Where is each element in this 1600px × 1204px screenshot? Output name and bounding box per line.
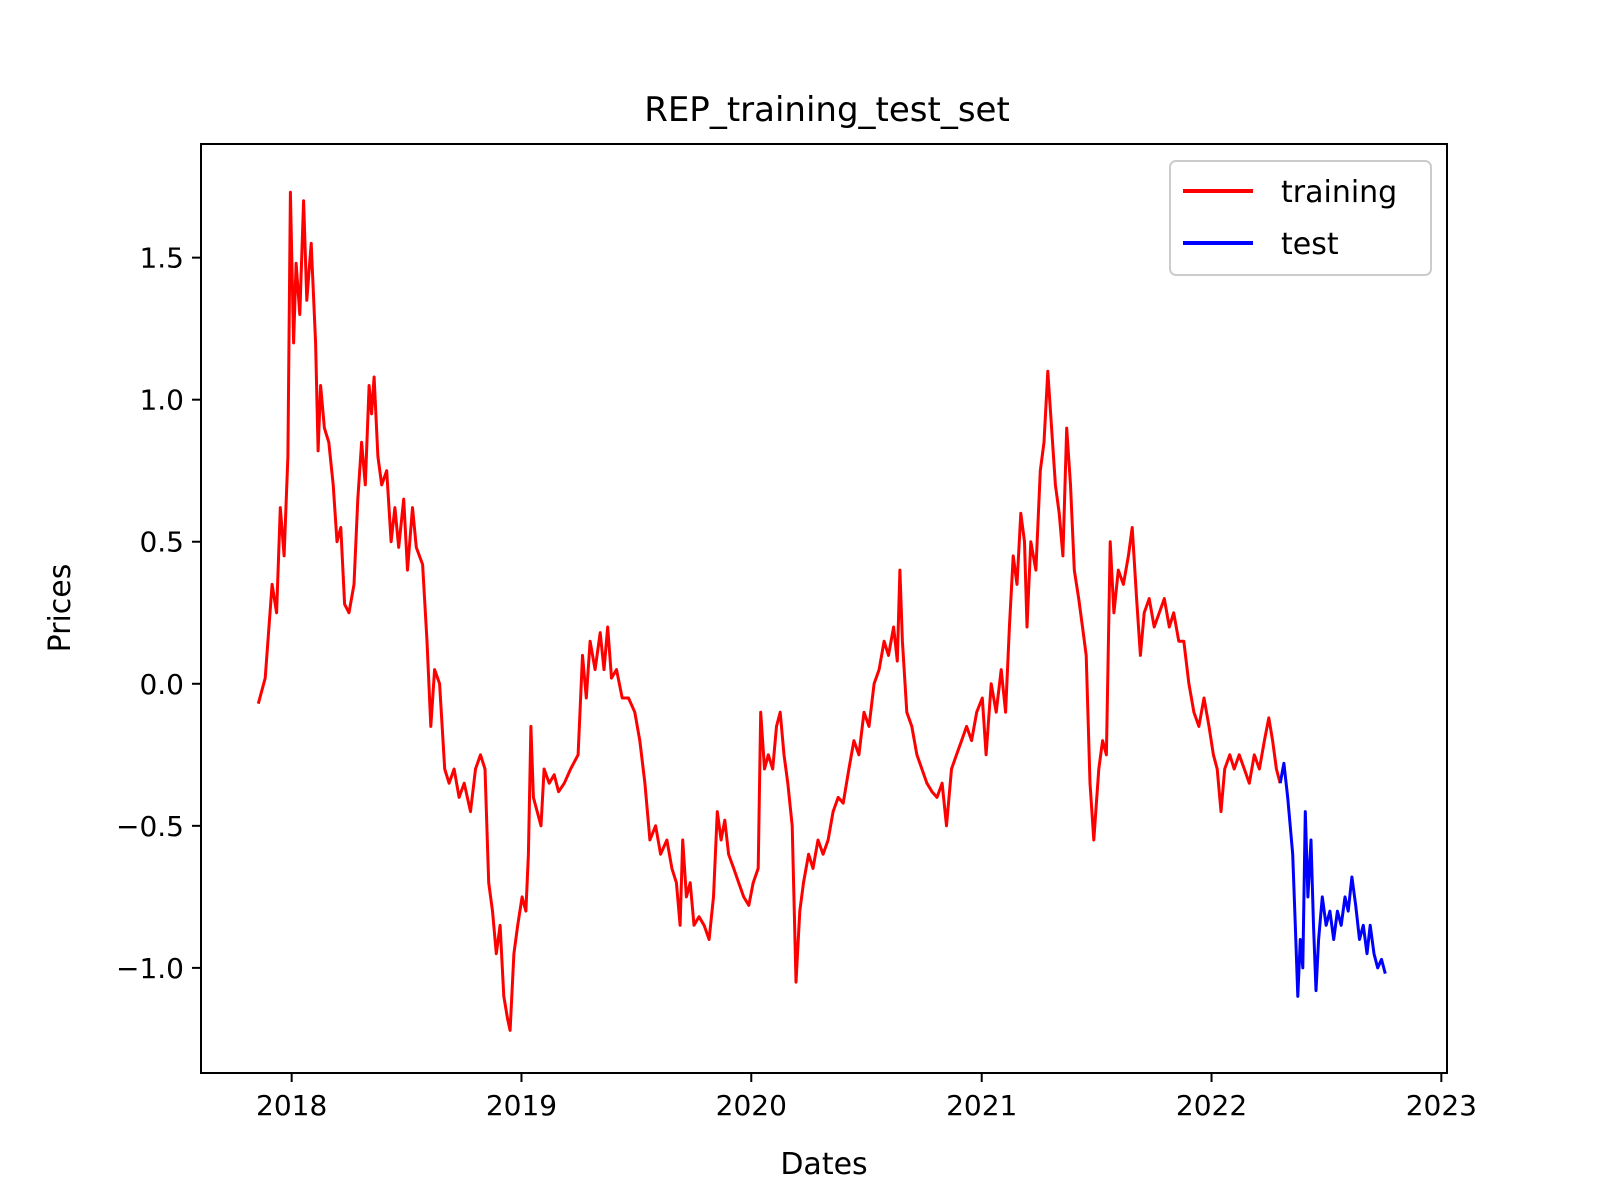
legend: training test xyxy=(1169,160,1432,276)
y-tick-label: −1.0 xyxy=(116,952,184,985)
x-tick-label: 2018 xyxy=(256,1089,327,1122)
x-axis-label: Dates xyxy=(780,1147,867,1182)
x-tick-label: 2022 xyxy=(1176,1089,1247,1122)
legend-label-training: training xyxy=(1281,175,1397,210)
y-tick-label: 1.5 xyxy=(139,242,184,275)
series-line-training xyxy=(256,190,1282,1032)
x-axis-ticks: 2018 2019 2020 2021 2022 2023 xyxy=(256,1073,1477,1122)
chart-title: REP_training_test_set xyxy=(644,90,1010,130)
y-tick-label: 0.0 xyxy=(139,668,184,701)
y-tick-label: 0.5 xyxy=(139,526,184,559)
x-tick-label: 2020 xyxy=(716,1089,787,1122)
x-tick-label: 2023 xyxy=(1406,1089,1477,1122)
x-tick-label: 2021 xyxy=(946,1089,1017,1122)
plot-frame xyxy=(200,143,1448,1074)
y-tick-label: −0.5 xyxy=(116,810,184,843)
series-layer xyxy=(256,190,1387,1032)
legend-label-test: test xyxy=(1281,227,1339,262)
x-tick-label: 2019 xyxy=(486,1089,557,1122)
y-axis-label: Prices xyxy=(43,564,78,653)
y-tick-label: 1.0 xyxy=(139,384,184,417)
series-line-test xyxy=(1278,761,1387,998)
y-axis-ticks: 1.5 1.0 0.5 0.0 −0.5 −1.0 xyxy=(116,242,201,985)
